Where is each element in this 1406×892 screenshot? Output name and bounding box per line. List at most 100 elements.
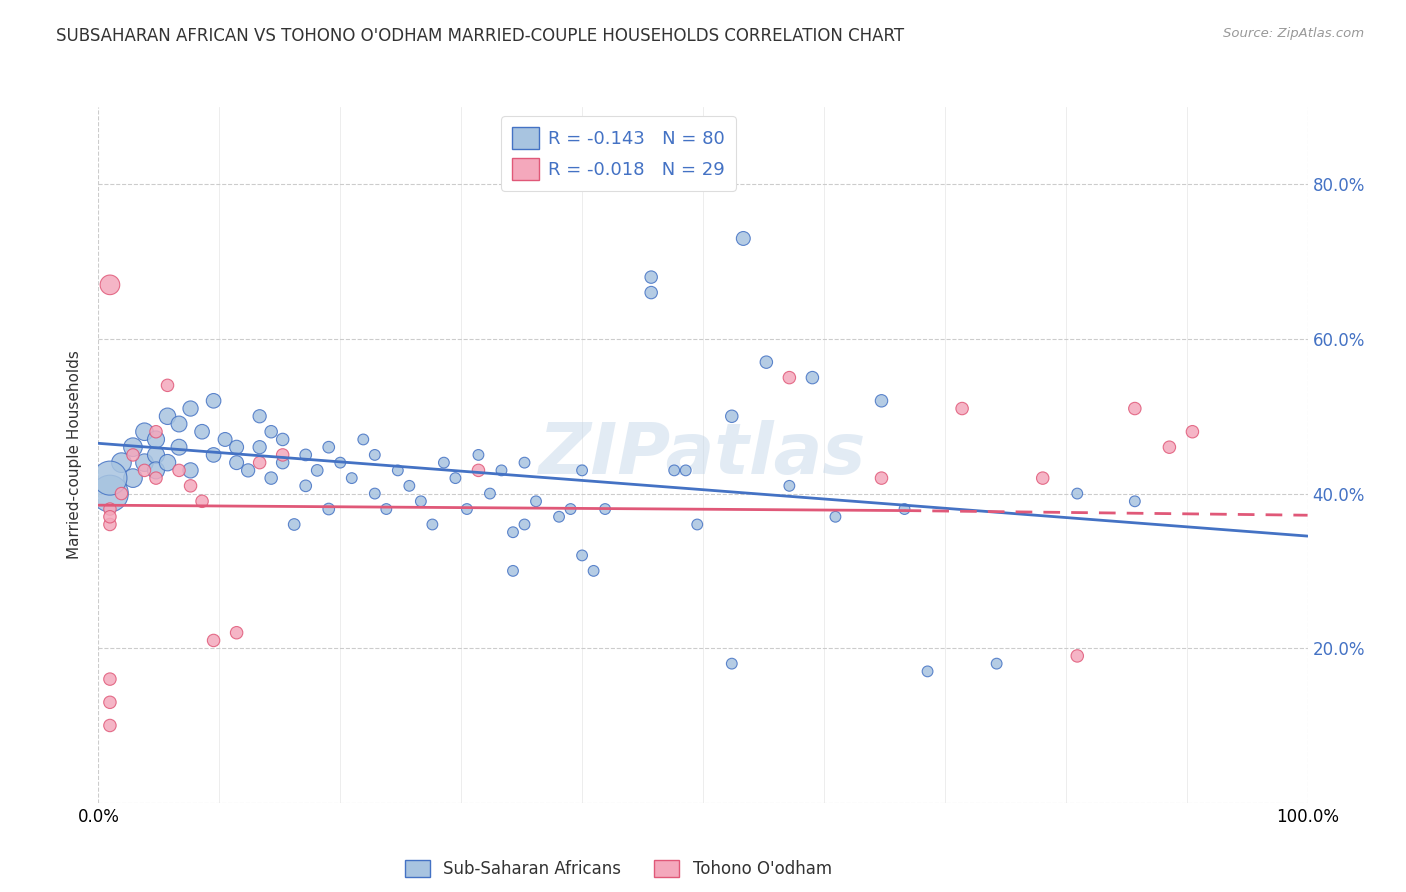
- Point: [318, 502, 340, 516]
- Legend: Sub-Saharan Africans, Tohono O'odham: Sub-Saharan Africans, Tohono O'odham: [398, 854, 838, 885]
- Text: SUBSAHARAN AFRICAN VS TOHONO O'ODHAM MARRIED-COUPLE HOUSEHOLDS CORRELATION CHART: SUBSAHARAN AFRICAN VS TOHONO O'ODHAM MAR…: [56, 27, 904, 45]
- Point: [145, 433, 167, 447]
- Point: [307, 463, 329, 477]
- Point: [720, 409, 742, 424]
- Point: [271, 448, 294, 462]
- Point: [283, 517, 305, 532]
- Point: [491, 463, 513, 477]
- Point: [202, 393, 225, 408]
- Point: [225, 456, 247, 470]
- Point: [122, 440, 145, 454]
- Point: [236, 463, 259, 477]
- Point: [375, 502, 398, 516]
- Point: [260, 471, 283, 485]
- Point: [191, 425, 214, 439]
- Point: [122, 448, 145, 462]
- Point: [260, 425, 283, 439]
- Point: [986, 657, 1008, 671]
- Point: [824, 509, 846, 524]
- Point: [98, 517, 121, 532]
- Point: [502, 525, 524, 540]
- Point: [271, 456, 294, 470]
- Point: [778, 370, 800, 384]
- Point: [98, 509, 121, 524]
- Point: [422, 517, 444, 532]
- Point: [870, 393, 893, 408]
- Point: [720, 657, 742, 671]
- Point: [180, 401, 202, 416]
- Point: [502, 564, 524, 578]
- Point: [456, 502, 478, 516]
- Point: [156, 409, 179, 424]
- Point: [893, 502, 915, 516]
- Point: [387, 463, 409, 477]
- Point: [145, 425, 167, 439]
- Point: [145, 471, 167, 485]
- Point: [467, 463, 489, 477]
- Point: [98, 672, 121, 686]
- Point: [134, 456, 156, 470]
- Point: [548, 509, 571, 524]
- Text: Source: ZipAtlas.com: Source: ZipAtlas.com: [1223, 27, 1364, 40]
- Point: [98, 486, 121, 500]
- Point: [225, 440, 247, 454]
- Point: [156, 456, 179, 470]
- Point: [571, 463, 593, 477]
- Point: [1159, 440, 1181, 454]
- Point: [433, 456, 456, 470]
- Point: [110, 456, 132, 470]
- Point: [318, 440, 340, 454]
- Point: [110, 486, 132, 500]
- Point: [249, 409, 271, 424]
- Point: [444, 471, 467, 485]
- Point: [202, 448, 225, 462]
- Point: [180, 479, 202, 493]
- Point: [1123, 494, 1146, 508]
- Point: [686, 517, 709, 532]
- Point: [98, 471, 121, 485]
- Point: [1123, 401, 1146, 416]
- Point: [98, 718, 121, 732]
- Point: [478, 486, 501, 500]
- Point: [524, 494, 547, 508]
- Point: [917, 665, 939, 679]
- Point: [1181, 425, 1204, 439]
- Point: [778, 479, 800, 493]
- Point: [352, 433, 374, 447]
- Point: [1066, 486, 1088, 500]
- Point: [145, 448, 167, 462]
- Point: [571, 549, 593, 563]
- Point: [214, 433, 236, 447]
- Point: [145, 463, 167, 477]
- Y-axis label: Married-couple Households: Married-couple Households: [67, 351, 83, 559]
- Point: [329, 456, 352, 470]
- Point: [98, 502, 121, 516]
- Point: [294, 448, 316, 462]
- Point: [1032, 471, 1054, 485]
- Point: [294, 479, 316, 493]
- Point: [1066, 648, 1088, 663]
- Point: [755, 355, 778, 369]
- Point: [225, 625, 247, 640]
- Point: [640, 285, 662, 300]
- Point: [167, 463, 190, 477]
- Point: [191, 494, 214, 508]
- Point: [560, 502, 582, 516]
- Point: [134, 425, 156, 439]
- Point: [582, 564, 605, 578]
- Point: [364, 448, 387, 462]
- Point: [467, 448, 489, 462]
- Point: [675, 463, 697, 477]
- Point: [98, 695, 121, 709]
- Point: [409, 494, 432, 508]
- Point: [167, 440, 190, 454]
- Point: [156, 378, 179, 392]
- Point: [202, 633, 225, 648]
- Point: [340, 471, 363, 485]
- Text: ZIPatlas: ZIPatlas: [540, 420, 866, 490]
- Point: [733, 231, 755, 245]
- Point: [167, 417, 190, 431]
- Point: [398, 479, 420, 493]
- Point: [950, 401, 973, 416]
- Point: [271, 433, 294, 447]
